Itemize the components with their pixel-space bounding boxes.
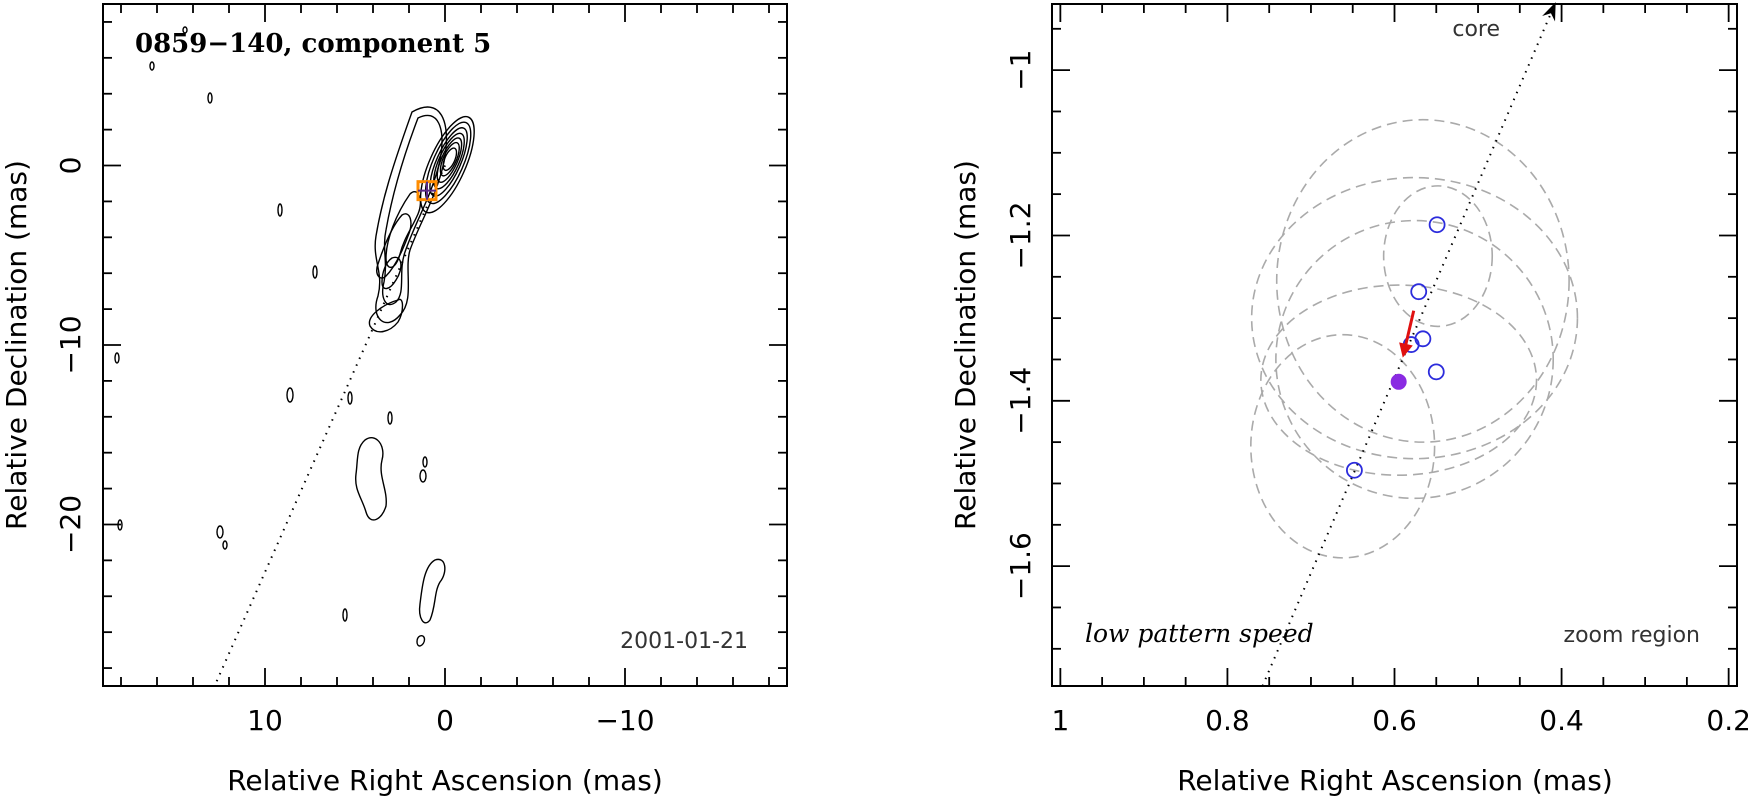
left-x-axis-label: Relative Right Ascension (mas) xyxy=(227,764,663,797)
y-tick-label: −10 xyxy=(54,315,87,374)
left-plot-frame xyxy=(102,3,788,687)
observation-date: 2001-01-21 xyxy=(620,629,748,654)
contour-map xyxy=(114,26,475,647)
left-y-tick-labels: 0 −10 −20 xyxy=(54,157,87,554)
x-tick-label: 0.8 xyxy=(1205,704,1250,737)
motion-arrowhead xyxy=(1399,342,1413,358)
noise-contour xyxy=(222,540,228,550)
right-x-axis-label: Relative Right Ascension (mas) xyxy=(1177,764,1613,797)
contour-line xyxy=(429,127,468,197)
left-title: 0859−140, component 5 xyxy=(135,29,491,59)
right-x-tick-labels: 1 0.8 0.6 0.4 0.2 xyxy=(1051,704,1748,737)
y-tick-label: −1.2 xyxy=(1004,201,1037,269)
right-y-axis-label: Relative Declination (mas) xyxy=(949,160,982,530)
contour-line xyxy=(376,213,412,279)
contour-line xyxy=(418,558,446,624)
observed-position-marker xyxy=(1428,216,1446,234)
noise-contour xyxy=(312,265,318,279)
contour-line xyxy=(368,298,404,333)
right-axis-ticks xyxy=(1052,4,1737,686)
left-y-axis-label: Relative Declination (mas) xyxy=(0,160,33,530)
zoom-region-box xyxy=(416,180,438,202)
position-error-ellipse xyxy=(1250,333,1436,559)
right-panel: 1 0.8 0.6 0.4 0.2 −1 −1.2 −1.4 −1.6 core low pa… xyxy=(949,2,1748,797)
contour-line xyxy=(416,635,426,647)
right-plot-frame xyxy=(1051,3,1738,687)
noise-contour xyxy=(286,387,294,403)
x-tick-label: −10 xyxy=(595,704,654,737)
pattern-speed-annotation: low pattern speed xyxy=(1085,619,1314,648)
position-error-ellipses xyxy=(1250,118,1579,559)
position-error-ellipse xyxy=(1382,185,1494,328)
noise-contour xyxy=(114,352,120,364)
noise-contour xyxy=(387,411,393,425)
jet-axis-line xyxy=(213,165,446,687)
zoom-region-label: zoom region xyxy=(1564,623,1700,648)
noise-contour xyxy=(419,469,427,483)
current-position-marker xyxy=(1390,373,1407,390)
observed-position-marker xyxy=(1346,461,1363,479)
left-axis-ticks xyxy=(103,4,787,686)
noise-contour xyxy=(277,203,283,217)
contour-line xyxy=(439,141,460,177)
x-tick-label: 0.4 xyxy=(1539,704,1584,737)
position-error-ellipse xyxy=(1260,284,1538,476)
noise-contour xyxy=(207,92,213,104)
y-tick-label: −1.4 xyxy=(1004,367,1037,435)
y-tick-label: 0 xyxy=(54,157,87,175)
x-tick-label: 10 xyxy=(247,704,283,737)
x-tick-label: 0 xyxy=(436,704,454,737)
noise-contour xyxy=(216,525,224,539)
left-panel: 10 0 −10 0 −10 −20 0859−140, component 5 200… xyxy=(0,3,788,797)
position-error-ellipse xyxy=(1275,219,1555,500)
x-tick-label: 1 xyxy=(1051,704,1069,737)
contour-line xyxy=(374,106,448,324)
position-error-ellipse xyxy=(1275,118,1570,443)
contour-line xyxy=(354,437,387,521)
right-y-tick-labels: −1 −1.2 −1.4 −1.6 xyxy=(1004,49,1037,600)
core-label: core xyxy=(1452,17,1500,42)
observed-position-marker xyxy=(1410,283,1428,301)
contour-line xyxy=(382,114,443,306)
contour-line xyxy=(381,256,402,290)
core-direction-arrowhead xyxy=(1542,2,1556,22)
current-position-group xyxy=(1390,373,1407,390)
left-x-tick-labels: 10 0 −10 xyxy=(247,704,654,737)
observed-position-marker xyxy=(1414,330,1432,348)
noise-contour xyxy=(149,61,155,71)
x-tick-label: 0.2 xyxy=(1706,704,1748,737)
observed-positions xyxy=(1346,216,1446,479)
y-tick-label: −20 xyxy=(54,495,87,554)
noise-contour xyxy=(342,608,348,622)
noise-contour xyxy=(347,391,353,405)
core-arrowhead xyxy=(1542,2,1556,22)
y-tick-label: −1 xyxy=(1004,49,1037,90)
x-tick-label: 0.6 xyxy=(1372,704,1417,737)
position-error-ellipse xyxy=(1250,176,1579,460)
contour-line xyxy=(436,137,463,183)
observed-position-marker xyxy=(1427,363,1445,381)
noise-contour xyxy=(182,26,188,34)
noise-contour xyxy=(422,456,428,468)
y-tick-label: −1.6 xyxy=(1004,532,1037,600)
motion-arrow xyxy=(1399,310,1416,358)
